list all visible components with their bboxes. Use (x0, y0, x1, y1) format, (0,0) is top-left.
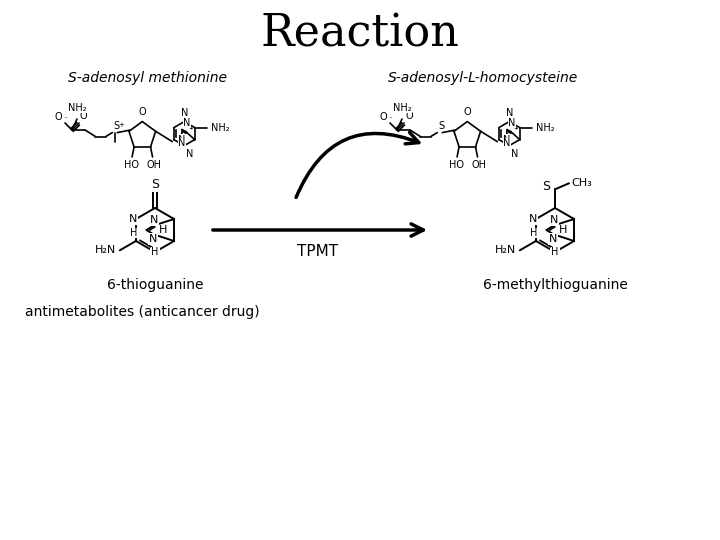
Text: H: H (559, 225, 567, 235)
Text: CH₃: CH₃ (571, 178, 592, 188)
Text: S: S (542, 180, 550, 193)
Text: H: H (130, 228, 138, 238)
Text: O: O (379, 112, 387, 122)
Text: N: N (149, 234, 157, 244)
Text: OH: OH (146, 160, 161, 170)
Text: H₂N: H₂N (495, 245, 516, 255)
Text: O: O (80, 111, 88, 121)
Text: NH₂: NH₂ (536, 123, 554, 133)
Text: NH₂: NH₂ (68, 103, 86, 113)
Text: N: N (178, 138, 186, 148)
Text: HO: HO (124, 160, 138, 170)
Text: N: N (183, 118, 191, 127)
Text: 6-methylthioguanine: 6-methylthioguanine (482, 278, 627, 292)
Text: N: N (508, 118, 516, 127)
Text: Reaction: Reaction (261, 12, 459, 55)
Text: N: N (178, 134, 185, 145)
Text: S: S (151, 178, 159, 191)
Text: H₂N: H₂N (94, 245, 116, 255)
Text: ⁻: ⁻ (64, 116, 68, 122)
Text: N: N (186, 148, 194, 159)
Text: N: N (181, 107, 188, 118)
Text: S-adenosyl methionine: S-adenosyl methionine (68, 71, 227, 85)
Text: H: H (552, 247, 559, 257)
Text: N: N (503, 134, 510, 145)
Text: O: O (464, 106, 471, 117)
Text: N: N (528, 214, 537, 224)
Text: NH₂: NH₂ (392, 103, 411, 113)
Text: N: N (150, 215, 158, 225)
Text: OH: OH (471, 160, 486, 170)
Text: O: O (55, 112, 62, 122)
Text: N: N (549, 234, 557, 244)
Text: S-adenosyl-L-homocysteine: S-adenosyl-L-homocysteine (388, 71, 578, 85)
Text: S: S (438, 120, 444, 131)
Text: O: O (138, 106, 146, 117)
Text: N: N (129, 214, 137, 224)
Text: +: + (118, 122, 124, 127)
Text: HO: HO (449, 160, 464, 170)
Text: N: N (150, 249, 159, 259)
Text: H: H (158, 225, 167, 235)
Text: TPMT: TPMT (297, 244, 338, 259)
Text: NH₂: NH₂ (211, 123, 229, 133)
Text: ⁻: ⁻ (389, 116, 392, 122)
Text: N: N (505, 107, 513, 118)
Text: H: H (151, 247, 159, 257)
Text: N: N (503, 138, 510, 148)
Text: 6-thioguanine: 6-thioguanine (107, 278, 203, 292)
Text: antimetabolites (anticancer drug): antimetabolites (anticancer drug) (25, 305, 260, 319)
Text: H: H (530, 228, 538, 238)
Text: N: N (511, 148, 518, 159)
Text: N: N (550, 215, 558, 225)
Text: O: O (405, 111, 413, 121)
FancyArrowPatch shape (296, 132, 419, 198)
Text: N: N (551, 249, 559, 259)
Text: S: S (113, 120, 120, 131)
